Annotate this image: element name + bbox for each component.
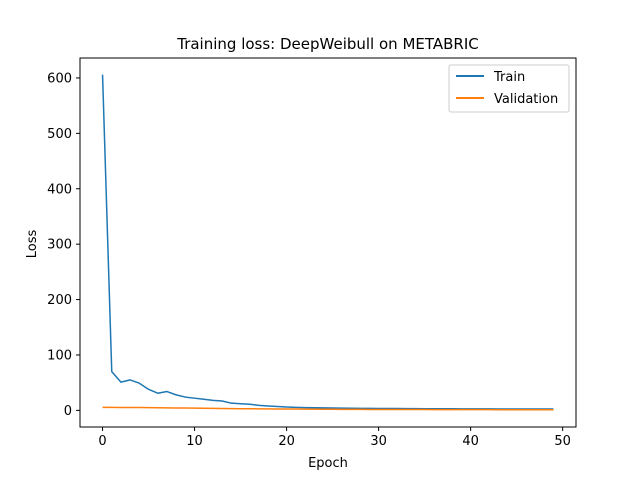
chart-title: Training loss: DeepWeibull on METABRIC: [176, 35, 479, 53]
x-tick-label: 20: [278, 434, 295, 449]
x-tick-label: 10: [186, 434, 203, 449]
y-tick-label: 600: [47, 71, 72, 86]
x-axis-title: Epoch: [308, 456, 348, 471]
series-line-validation: [102, 406, 554, 411]
x-tick-label: 40: [462, 434, 479, 449]
legend: Train Validation: [448, 64, 570, 113]
x-tick-label: 0: [98, 434, 106, 449]
legend-label-validation: Validation: [494, 92, 558, 107]
x-tick-label: 30: [370, 434, 387, 449]
series-layer: [101, 74, 554, 411]
y-tick-label: 300: [47, 238, 72, 253]
series-line-train: [101, 74, 554, 410]
y-tick-label: 100: [47, 348, 72, 363]
y-axis-title: Loss: [25, 230, 40, 259]
plot-area: [79, 57, 577, 428]
y-tick-label: 500: [47, 127, 72, 142]
axes-frame: [79, 57, 577, 428]
legend-label-train: Train: [493, 70, 525, 85]
y-tick-label: 200: [47, 293, 72, 308]
x-axis: 0 10 20 30 40 50: [98, 427, 571, 449]
x-tick-label: 50: [554, 434, 571, 449]
y-axis: 0 100 200 300 400 500 600: [47, 71, 80, 419]
y-tick-label: 0: [64, 404, 72, 419]
y-tick-label: 400: [47, 182, 72, 197]
